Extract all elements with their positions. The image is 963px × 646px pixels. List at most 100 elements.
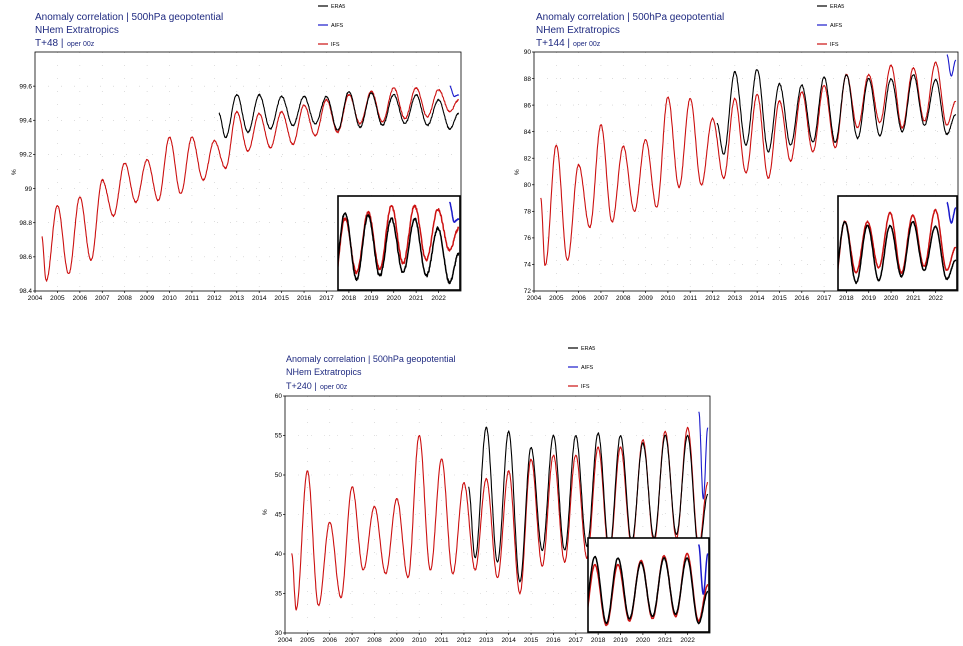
x-tick-label: 2019 [613,637,628,644]
inset-line-era5 [838,220,957,285]
y-tick-label: 98.6 [19,254,32,261]
x-tick-label: 2005 [549,295,564,302]
inset-series [338,201,460,285]
inset-series [588,544,709,627]
y-tick-label: 98.4 [19,288,32,295]
y-tick-label: 55 [275,433,283,440]
y-tick-label: 90 [524,49,532,56]
x-tick-label: 2014 [750,295,765,302]
y-tick-label: 99.6 [19,83,32,90]
x-tick-label: 2022 [680,637,695,644]
plot-series [41,85,460,282]
series-line-ifs [540,61,957,266]
series-line-aifs [946,54,957,77]
lead-time-note: oper 00z [573,41,601,48]
x-tick-label: 2012 [705,295,720,302]
x-tick-label: 2016 [297,295,312,302]
x-tick-label: 2018 [839,295,854,302]
x-tick-label: 2008 [616,295,631,302]
legend-label-ifs: IFS [581,384,590,390]
x-tick-label: 2007 [345,637,360,644]
y-axis-ticks: 30 35 40 45 50 55 60 [275,393,285,637]
inset-line-ifs [838,208,957,274]
y-tick-label: 88 [524,76,532,83]
x-tick-label: 2012 [457,637,472,644]
inset-background [588,538,709,632]
chart-subtitle: NHem Extratropics [35,25,119,36]
x-tick-label: 2013 [728,295,743,302]
x-tick-label: 2021 [906,295,921,302]
legend-label-era5: ERA5 [830,4,844,10]
x-tick-label: 2022 [928,295,943,302]
chart-subtitle: NHem Extratropics [536,25,620,36]
inset-frame [587,537,710,633]
x-tick-label: 2022 [431,295,446,302]
x-axis-ticks: 2004 2005 2006 2007 2008 2009 2010 2011 2012 2013… [527,291,943,302]
x-tick-label: 2009 [638,295,653,302]
lead-time-label: T+240 | [286,381,317,391]
inset-series [838,201,957,285]
x-tick-label: 2005 [300,637,315,644]
x-tick-label: 2010 [162,295,177,302]
x-tick-label: 2008 [367,637,382,644]
legend-label-aifs: AIFS [581,365,594,371]
x-tick-label: 2006 [571,295,586,302]
x-tick-label: 2010 [661,295,676,302]
x-tick-label: 2014 [252,295,267,302]
y-tick-label: 35 [275,591,283,598]
x-tick-label: 2015 [524,637,539,644]
x-tick-label: 2007 [594,295,609,302]
y-tick-label: 99.2 [19,152,32,159]
chart-title: Anomaly correlation | 500hPa geopotentia… [536,12,724,23]
x-tick-label: 2016 [546,637,561,644]
lead-time-label: T+48 | [35,38,63,49]
y-tick-label: 86 [524,102,532,109]
y-tick-label: 98.8 [19,220,32,227]
chart-legend: ERA5 AIFS IFS [568,346,595,390]
chart-legend: ERA5 AIFS IFS [817,4,844,48]
x-tick-label: 2016 [795,295,810,302]
plot-frame [533,51,959,292]
y-tick-label: 78 [524,209,532,216]
y-tick-label: 40 [275,551,283,558]
x-axis-ticks: 2004 2005 2006 2007 2008 2009 2010 2011 2012 2013… [278,633,695,644]
x-tick-label: 2021 [409,295,424,302]
x-tick-label: 2018 [591,637,606,644]
y-tick-label: 30 [275,630,283,637]
inset-line-aifs [946,201,957,224]
chart-panel-t48: Anomaly correlation | 500hPa geopotentia… [11,4,462,302]
legend-label-era5: ERA5 [331,4,345,10]
x-tick-label: 2009 [140,295,155,302]
inset-frame [337,195,461,291]
x-tick-label: 2015 [772,295,787,302]
legend-label-ifs: IFS [830,42,839,48]
y-axis-label: % [514,169,521,175]
inset-zoom [587,537,710,633]
x-tick-label: 2017 [569,637,584,644]
legend-label-ifs: IFS [331,42,340,48]
y-tick-label: 50 [275,472,283,479]
x-axis-ticks: 2004 2005 2006 2007 2008 2009 2010 2011 2012 2013… [28,291,446,302]
x-tick-label: 2005 [50,295,65,302]
legend-label-aifs: AIFS [331,23,344,29]
y-tick-label: 74 [524,262,532,269]
x-tick-label: 2012 [207,295,222,302]
lead-time-label: T+144 | [536,38,570,49]
series-line-aifs [698,411,709,500]
series-line-era5 [218,91,460,139]
y-tick-label: 82 [524,155,532,162]
x-tick-label: 2013 [230,295,245,302]
inset-zoom [337,195,461,291]
lead-time-note: oper 00z [67,41,95,48]
x-tick-label: 2006 [73,295,88,302]
inset-line-ifs [338,204,460,275]
x-tick-label: 2004 [28,295,43,302]
x-tick-label: 2020 [636,637,651,644]
inset-zoom [837,195,958,291]
chart-subtitle: NHem Extratropics [286,367,362,377]
x-tick-label: 2017 [319,295,334,302]
chart-title: Anomaly correlation | 500hPa geopotentia… [286,354,455,364]
legend-label-era5: ERA5 [581,346,595,352]
chart-panel-t240: Anomaly correlation | 500hPa geopotentia… [262,346,711,644]
